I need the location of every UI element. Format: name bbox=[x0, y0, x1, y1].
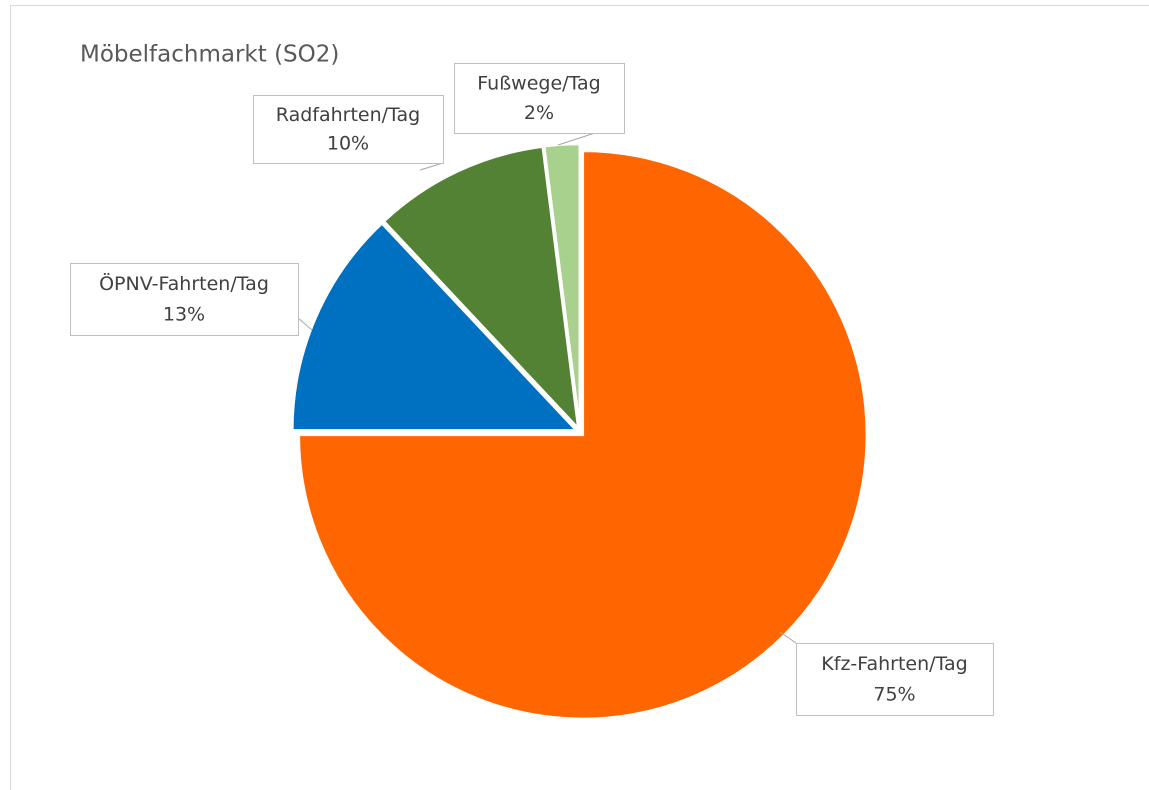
data-label-box bbox=[454, 63, 625, 134]
data-label-category: Kfz-Fahrten/Tag bbox=[821, 653, 967, 675]
pie-slice bbox=[382, 145, 581, 433]
leader-line bbox=[779, 631, 797, 644]
chart-title: Möbelfachmarkt (SO2) bbox=[80, 42, 339, 68]
pie-slice bbox=[291, 221, 580, 432]
data-label-value: 13% bbox=[163, 303, 205, 325]
leader-line bbox=[419, 162, 444, 171]
pie-slice bbox=[297, 149, 869, 721]
leader-line bbox=[557, 132, 596, 146]
data-label-value: 2% bbox=[524, 102, 554, 124]
data-label-category: Fußwege/Tag bbox=[477, 73, 600, 95]
pie-slice bbox=[542, 142, 581, 429]
data-label-box bbox=[796, 643, 994, 716]
data-label-value: 75% bbox=[873, 683, 915, 705]
leader-line bbox=[297, 317, 313, 331]
data-label-category: ÖPNV-Fahrten/Tag bbox=[99, 272, 269, 295]
data-label-category: Radfahrten/Tag bbox=[276, 104, 420, 126]
data-label-value: 10% bbox=[327, 132, 369, 154]
data-label-box bbox=[253, 95, 444, 164]
data-label-box bbox=[70, 263, 299, 336]
